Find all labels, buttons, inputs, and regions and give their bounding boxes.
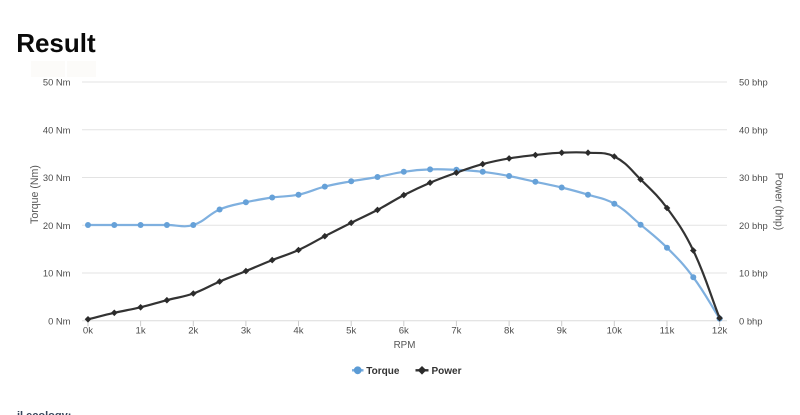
svg-text:4k: 4k (293, 326, 303, 337)
svg-text:20 bhp: 20 bhp (739, 220, 768, 231)
svg-text:40 bhp: 40 bhp (739, 124, 768, 135)
svg-text:8k: 8k (504, 326, 514, 337)
svg-text:50 Nm: 50 Nm (43, 77, 71, 88)
svg-text:10 Nm: 10 Nm (43, 268, 71, 279)
svg-text:30 bhp: 30 bhp (739, 172, 768, 183)
svg-text:50 bhp: 50 bhp (739, 77, 768, 88)
svg-text:9k: 9k (557, 326, 567, 337)
svg-text:10k: 10k (607, 326, 623, 337)
svg-text:12k: 12k (712, 326, 728, 337)
svg-text:Torque (Nm): Torque (Nm) (29, 165, 41, 224)
svg-text:Torque: Torque (366, 366, 400, 377)
svg-text:2k: 2k (188, 326, 198, 337)
svg-text:RPM: RPM (394, 340, 416, 351)
svg-text:40 Nm: 40 Nm (43, 124, 71, 135)
svg-text:0 bhp: 0 bhp (739, 315, 762, 326)
svg-text:Power: Power (432, 366, 462, 377)
svg-text:Power (bhp): Power (bhp) (772, 173, 784, 231)
svg-text:20 Nm: 20 Nm (43, 220, 71, 231)
svg-text:5k: 5k (346, 326, 356, 337)
svg-text:7k: 7k (451, 326, 461, 337)
svg-text:3k: 3k (241, 326, 251, 337)
svg-text:10 bhp: 10 bhp (739, 268, 768, 279)
svg-text:30 Nm: 30 Nm (43, 172, 71, 183)
svg-text:11k: 11k (660, 326, 675, 337)
svg-text:0k: 0k (83, 326, 93, 337)
svg-text:1k: 1k (136, 326, 146, 337)
svg-text:0 Nm: 0 Nm (48, 315, 71, 326)
svg-text:6k: 6k (399, 326, 409, 337)
